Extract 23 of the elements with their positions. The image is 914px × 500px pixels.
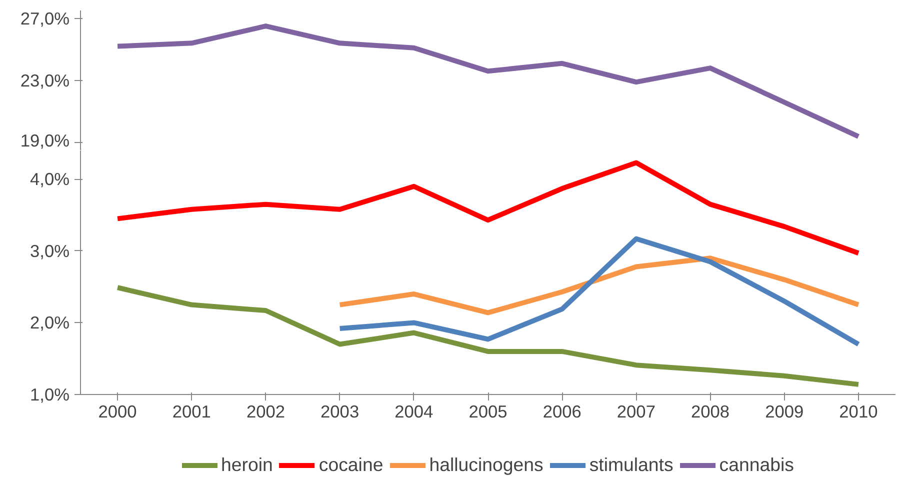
x-tick-label: 2000 [98,402,137,422]
x-tick-label: 2005 [468,402,508,422]
x-tick-label: 2008 [691,402,730,422]
x-tick-label: 2007 [616,402,656,422]
legend-label: heroin [221,454,273,476]
y-tick-label: 3,0% [30,240,70,261]
y-tick-label: 19,0% [20,130,70,150]
y-tick-label: 27,0% [20,8,70,28]
x-tick-label: 2010 [839,402,878,422]
x-tick-label: 2001 [172,402,211,422]
x-tick-label: 2003 [320,402,360,422]
x-tick-label: 2009 [765,402,804,422]
legend-label: cocaine [318,454,384,476]
legend-label: cannabis [719,454,794,476]
y-tick-label: 2,0% [30,312,70,333]
y-tick-label: 1,0% [30,384,70,404]
legend-label: stimulants [589,454,674,476]
legend-label: hallucinogens [429,454,544,476]
x-tick-label: 2004 [394,402,434,422]
y-tick-label: 23,0% [20,70,70,90]
x-tick-label: 2002 [246,402,286,422]
y-tick-label: 4,0% [30,169,70,190]
x-tick-label: 2006 [542,402,582,422]
